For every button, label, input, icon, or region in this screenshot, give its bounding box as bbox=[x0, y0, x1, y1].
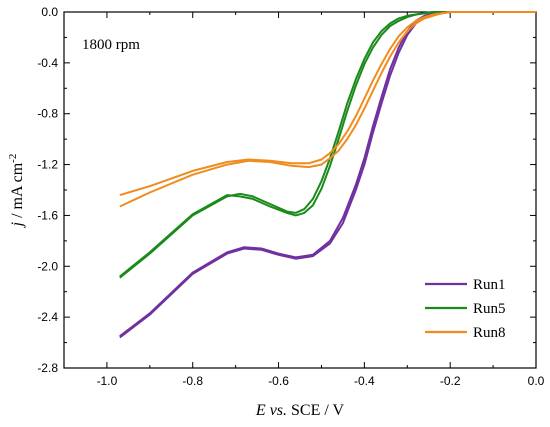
legend: Run1 Run5 Run8 bbox=[425, 277, 506, 341]
legend-label-run5: Run5 bbox=[473, 301, 506, 317]
x-tick-label: -1.0 bbox=[97, 374, 118, 388]
x-axis-ticks: -1.0 -0.8 -0.6 -0.4 -0.2 0.0 bbox=[97, 12, 545, 388]
x-axis-label-vs: vs. bbox=[270, 402, 287, 419]
x-axis-label-unit: SCE / V bbox=[291, 402, 345, 419]
x-tick-label: -0.4 bbox=[354, 374, 375, 388]
y-tick-label: -0.4 bbox=[37, 56, 58, 70]
y-tick-label: -2.8 bbox=[37, 361, 58, 375]
x-tick-label: -0.8 bbox=[182, 374, 203, 388]
y-axis-label-sup: -2 bbox=[7, 154, 19, 163]
x-tick-label: 0.0 bbox=[528, 374, 545, 388]
y-tick-label: -0.8 bbox=[37, 107, 58, 121]
series-line-run8-return bbox=[119, 11, 536, 208]
y-axis-label-unit: / mA cm bbox=[9, 162, 26, 218]
y-axis-label-var: j bbox=[9, 221, 26, 228]
y-tick-label: -1.6 bbox=[37, 208, 58, 222]
series-line-run5 bbox=[119, 11, 536, 279]
y-axis-ticks: 0.0 -0.4 -0.8 -1.2 -1.6 -2.0 -2.4 -2.8 bbox=[37, 5, 536, 375]
series-line-run8 bbox=[119, 11, 536, 197]
annotation-text: 1800 rpm bbox=[82, 37, 140, 53]
y-axis-label: j / mA cm-2 bbox=[7, 154, 26, 229]
x-tick-label: -0.6 bbox=[268, 374, 289, 388]
x-axis-label: E vs. SCE / V bbox=[255, 402, 345, 419]
legend-label-run1: Run1 bbox=[473, 277, 506, 293]
legend-label-run8: Run8 bbox=[473, 325, 506, 341]
y-tick-label: -2.0 bbox=[37, 259, 58, 273]
x-axis-label-var: E bbox=[255, 402, 266, 419]
series-group bbox=[119, 11, 536, 339]
series-line-run5-return bbox=[119, 11, 536, 278]
x-tick-label: -0.2 bbox=[440, 374, 461, 388]
y-tick-label: -2.4 bbox=[37, 310, 58, 324]
y-tick-label: -1.2 bbox=[37, 158, 58, 172]
y-tick-label: 0.0 bbox=[41, 5, 58, 19]
